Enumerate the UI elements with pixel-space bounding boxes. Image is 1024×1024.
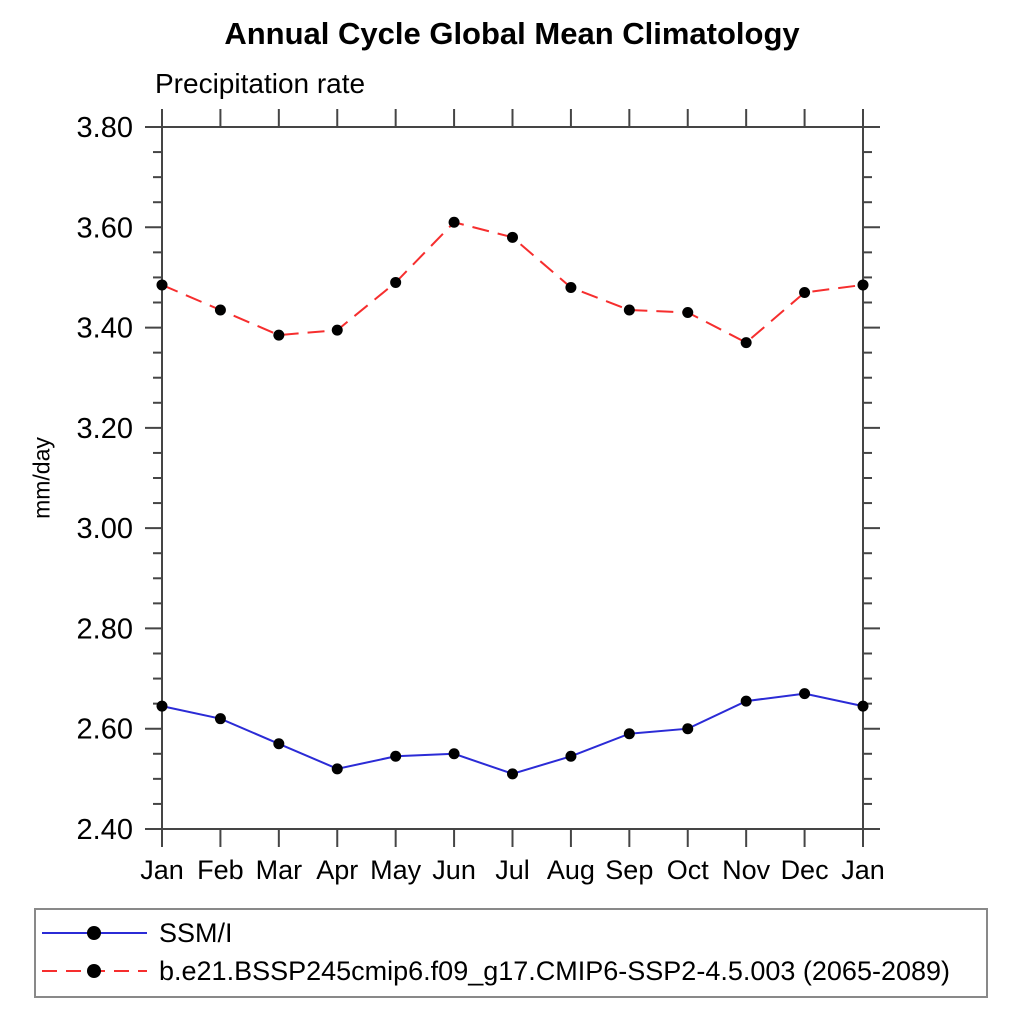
series-0-marker xyxy=(331,763,343,775)
x-tick-label: Mar xyxy=(256,855,303,885)
legend-row-ssmi: SSM/I xyxy=(41,916,986,950)
y-tick-label: 3.20 xyxy=(77,413,133,445)
x-tick-label: Jan xyxy=(140,855,184,885)
series-1-marker xyxy=(331,324,343,336)
x-tick-label: Oct xyxy=(667,855,710,885)
y-tick-label: 3.40 xyxy=(77,313,133,345)
series-0-marker xyxy=(565,750,577,762)
legend-label-model: b.e21.BSSP245cmip6.f09_g17.CMIP6-SSP2-4.… xyxy=(159,955,951,986)
legend-label-ssmi: SSM/I xyxy=(159,917,233,948)
series-0-marker xyxy=(740,695,752,707)
series-1-marker xyxy=(740,337,752,349)
series-0-marker xyxy=(390,750,402,762)
x-tick-label: Jul xyxy=(495,855,530,885)
series-0-marker xyxy=(507,768,518,780)
y-tick-label: 2.40 xyxy=(77,814,133,846)
series-0-marker xyxy=(623,728,635,740)
x-tick-label: Dec xyxy=(781,855,829,885)
y-tick-label: 3.80 xyxy=(77,112,133,144)
chart-title: Annual Cycle Global Mean Climatology xyxy=(224,16,800,51)
legend-key-ssmi-line-icon xyxy=(42,926,147,940)
y-tick-label: 2.60 xyxy=(77,714,133,746)
x-tick-label: Jun xyxy=(432,855,476,885)
series-1-marker xyxy=(156,279,168,291)
x-tick-label: Jan xyxy=(841,855,885,885)
x-tick-label: Apr xyxy=(316,855,358,885)
legend-key-model-line-icon xyxy=(42,964,147,978)
series-0-marker xyxy=(214,713,226,725)
y-tick-label: 2.80 xyxy=(77,613,133,645)
legend-row-model: b.e21.BSSP245cmip6.f09_g17.CMIP6-SSP2-4.… xyxy=(41,954,986,988)
series-1-marker xyxy=(448,216,460,228)
series-0-marker xyxy=(273,738,285,750)
series-1-marker xyxy=(390,276,402,288)
series-1-marker xyxy=(682,307,694,319)
series-0-marker xyxy=(448,748,460,760)
y-tick-label: 3.00 xyxy=(77,513,133,545)
chart-subtitle: Precipitation rate xyxy=(155,68,366,99)
x-tick-label: May xyxy=(370,855,422,885)
series-1-marker xyxy=(799,286,811,298)
series-0-marker xyxy=(857,700,869,712)
series-0-marker xyxy=(156,700,168,712)
series-0-marker xyxy=(682,723,694,735)
x-tick-label: Aug xyxy=(547,855,595,885)
series-line-0 xyxy=(161,692,864,775)
series-1-marker xyxy=(214,304,226,316)
series-1-marker xyxy=(565,281,577,293)
series-1-marker xyxy=(273,329,285,341)
series-1-marker xyxy=(857,279,869,291)
series-0-marker xyxy=(799,688,811,700)
legend: SSM/I b.e21.BSSP245cmip6.f09_g17.CMIP6-S… xyxy=(34,908,988,998)
x-tick-label: Sep xyxy=(605,855,653,885)
x-tick-label: Feb xyxy=(197,855,244,885)
y-tick-label: 3.60 xyxy=(77,212,133,244)
series-1-marker xyxy=(507,231,518,243)
series-1-marker xyxy=(623,304,635,316)
x-tick-label: Nov xyxy=(722,855,771,885)
